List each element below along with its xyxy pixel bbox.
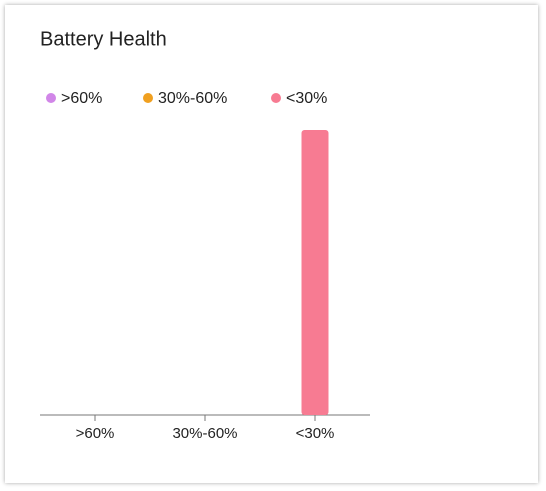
legend-label: 30%-60% xyxy=(158,90,227,107)
x-tick-label: <30% xyxy=(296,425,335,442)
legend-label: >60% xyxy=(61,90,102,107)
legend-marker xyxy=(46,93,56,103)
x-tick-label: 30%-60% xyxy=(172,425,237,442)
chart-title: Battery Health xyxy=(40,28,167,50)
x-tick-label: >60% xyxy=(76,425,115,442)
bar xyxy=(301,130,329,415)
card xyxy=(5,5,538,483)
legend-label: <30% xyxy=(286,90,327,107)
legend-marker xyxy=(271,93,281,103)
legend-marker xyxy=(143,93,153,103)
